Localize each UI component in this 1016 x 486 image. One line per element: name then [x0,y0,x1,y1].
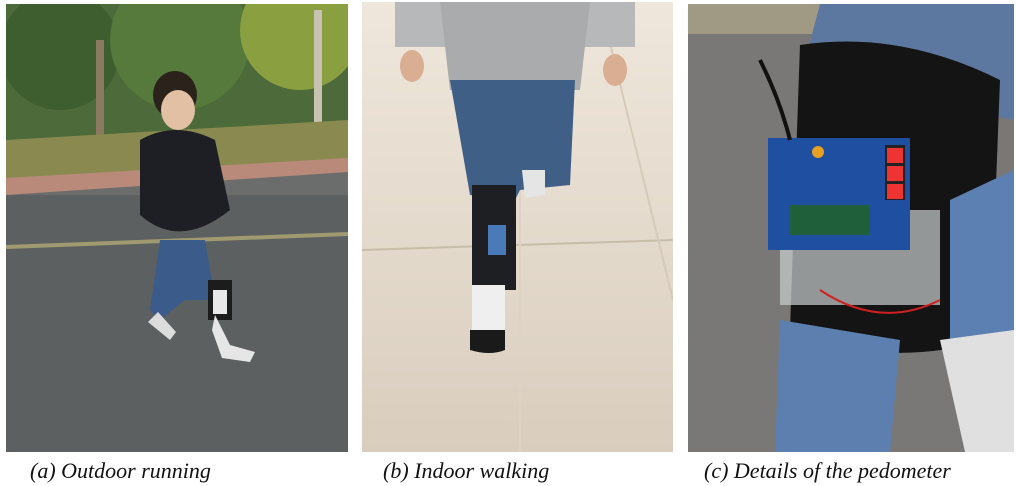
figure: (a) Outdoor running (b) Indoor walking (… [0,0,1016,486]
page: {"panels": [ {"caption": "(a) Outdoor ru… [0,0,1016,486]
photo-pedometer [688,4,1014,452]
photo-outdoor-running [0,0,360,452]
caption: (c) Details of the pedometer [704,458,951,483]
caption: (b) Indoor walking [383,458,549,483]
photo-indoor-walking [362,2,673,452]
caption: (a) Outdoor running [30,458,211,483]
